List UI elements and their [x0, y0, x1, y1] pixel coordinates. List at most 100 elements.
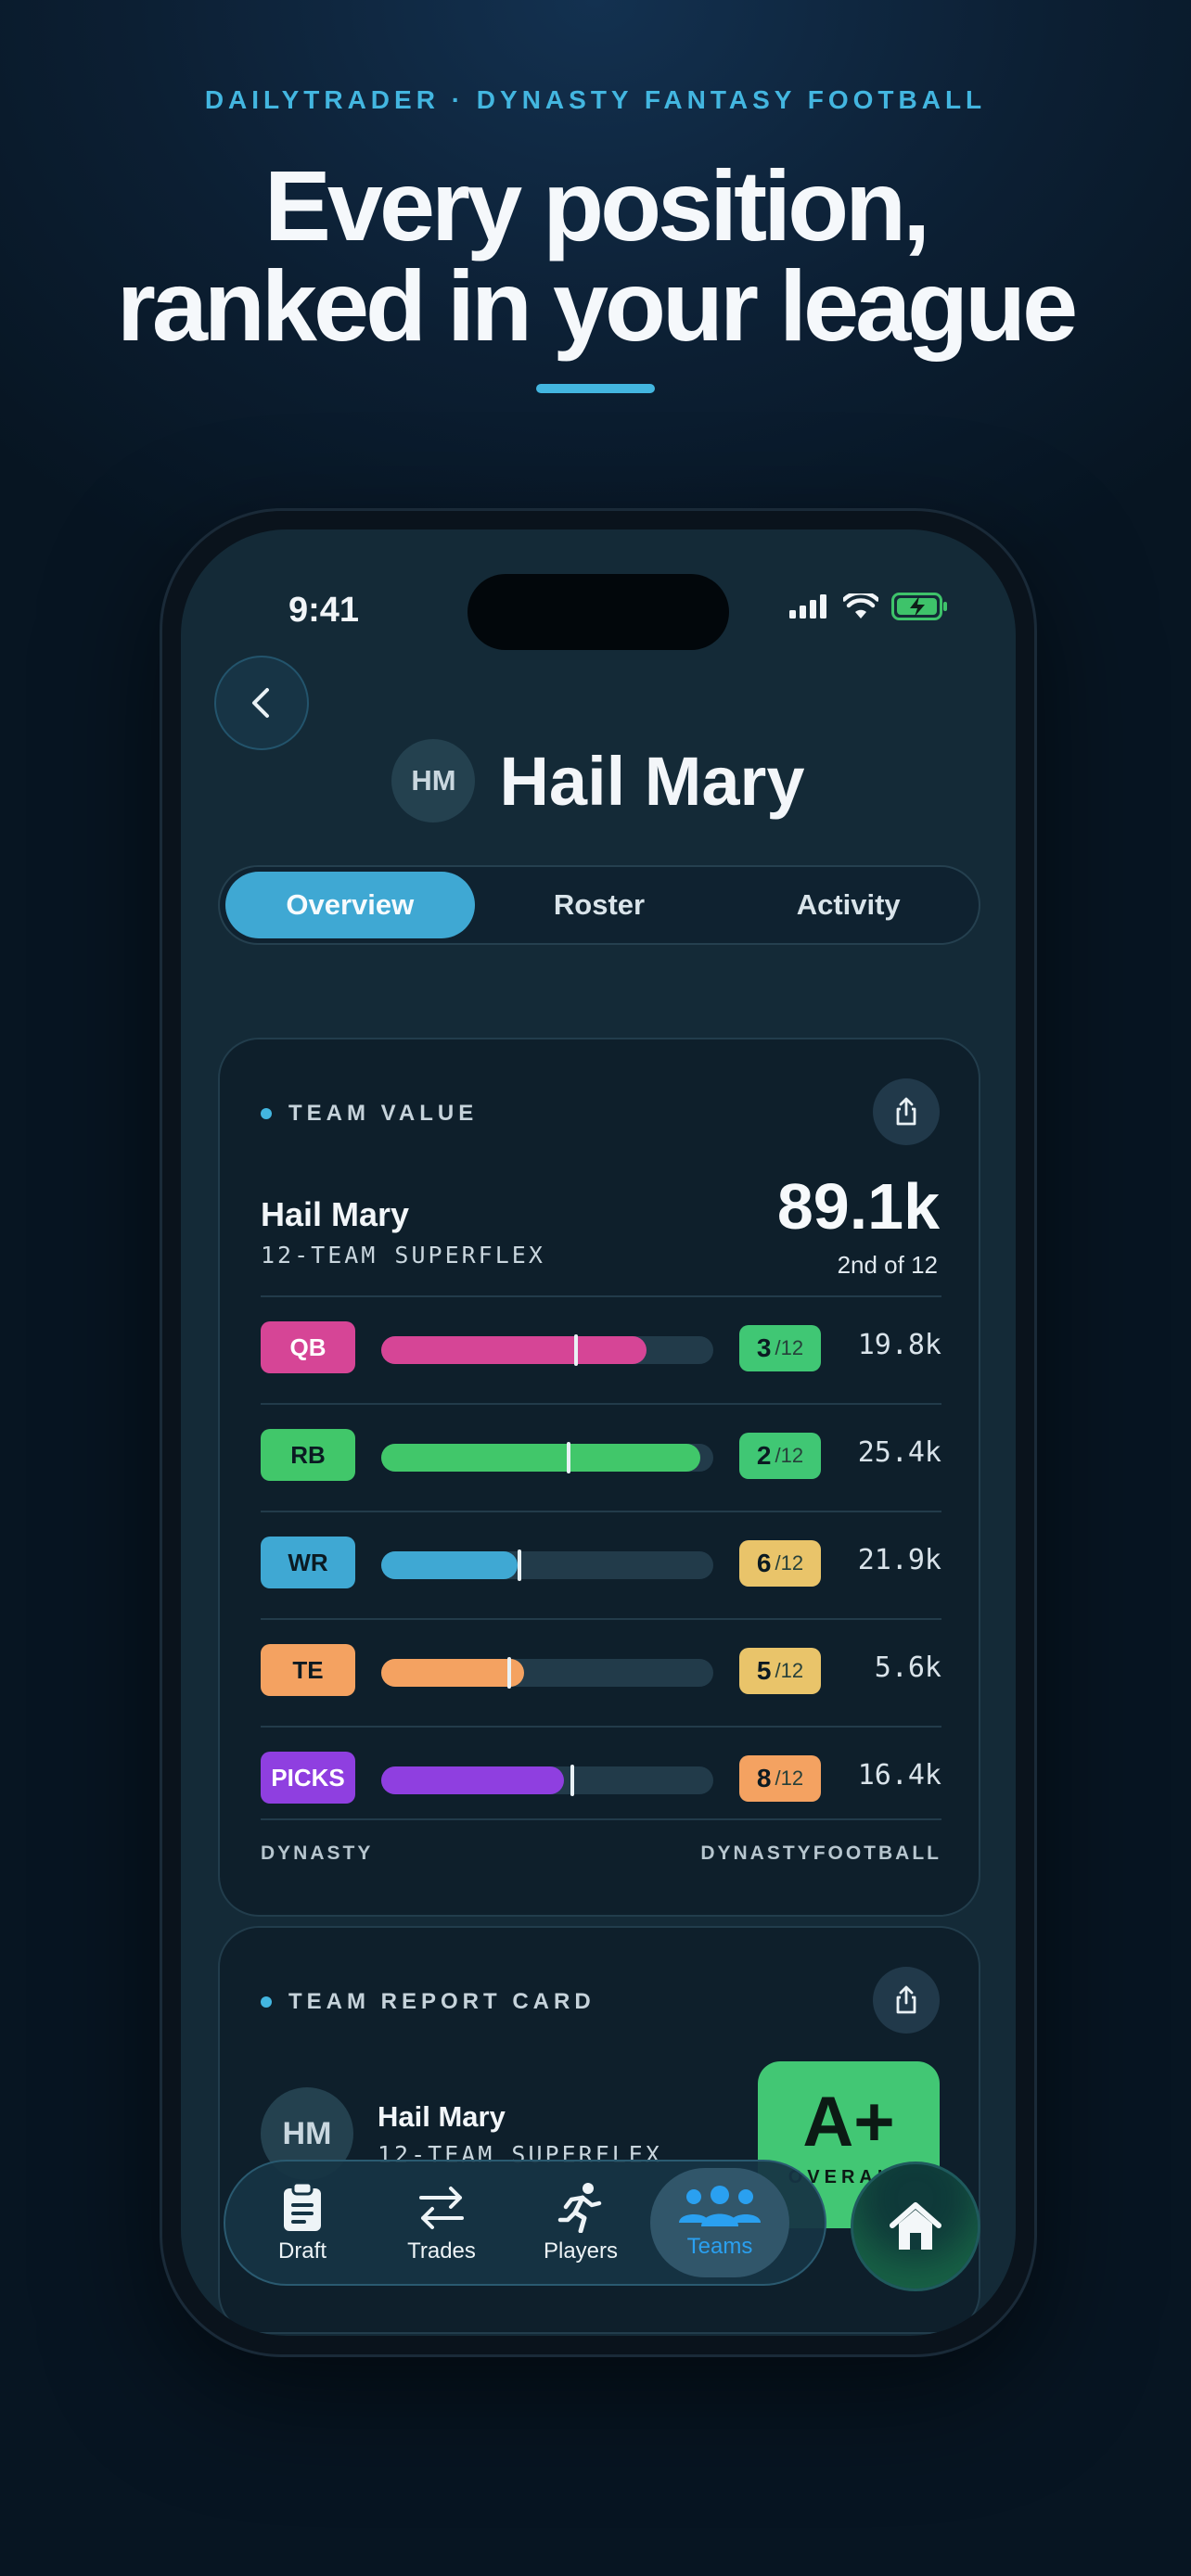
- tab-bar-players[interactable]: Players: [511, 2168, 650, 2277]
- team-value-team-name: Hail Mary: [261, 1195, 410, 1233]
- position-rank-of: /12: [775, 1551, 804, 1575]
- promo-headline: Every position, ranked in your league: [0, 156, 1191, 356]
- league-average-marker: [507, 1657, 511, 1689]
- people-group-icon: [679, 2186, 761, 2226]
- position-rank-of: /12: [775, 1336, 804, 1359]
- position-rank-badge: 5/12: [739, 1648, 821, 1694]
- position-rank-badge: 3/12: [739, 1325, 821, 1371]
- footer-divider: [261, 1818, 941, 1820]
- headline-underline: [536, 384, 655, 393]
- position-badge: PICKS: [261, 1752, 355, 1804]
- swap-arrows-icon: [419, 2187, 464, 2229]
- team-value-card: TEAM VALUE Hail Mary 12-TEAM SUPERFLEX 8…: [218, 1038, 980, 1917]
- dynamic-island: [467, 574, 729, 650]
- team-report-card: TEAM REPORT CARD HM Hail Mary 12-TEAM SU…: [218, 1926, 980, 2334]
- position-rank-of: /12: [775, 1659, 804, 1682]
- team-title: Hail Mary: [499, 742, 805, 820]
- tab-overview[interactable]: Overview: [225, 872, 475, 938]
- position-row-wr: WR 6/12 21.9k: [261, 1511, 941, 1618]
- share-icon: [896, 1097, 916, 1126]
- league-average-marker: [570, 1765, 574, 1796]
- home-icon: [890, 2202, 941, 2250]
- league-average-marker: [518, 1549, 521, 1581]
- segmented-tabs: Overview Roster Activity: [218, 865, 980, 945]
- wifi-icon: [843, 593, 878, 618]
- position-value: 25.4k: [857, 1436, 941, 1469]
- tab-bar-players-label: Players: [543, 2238, 619, 2264]
- position-rows: QB 3/12 19.8k RB 2/12 25.4k WR 6/12 21.9k TE 5/12 5…: [261, 1295, 941, 1833]
- value-bar-fill: [381, 1444, 700, 1472]
- headline-line-2: ranked in your league: [116, 249, 1078, 362]
- position-badge: QB: [261, 1321, 355, 1373]
- league-average-marker: [574, 1334, 578, 1366]
- position-rank: 6: [756, 1549, 772, 1577]
- position-value: 21.9k: [857, 1544, 941, 1576]
- headline-line-1: Every position,: [263, 149, 930, 261]
- position-badge: TE: [261, 1644, 355, 1696]
- value-bar-fill: [381, 1659, 524, 1687]
- share-icon: [896, 1985, 916, 2014]
- value-bar-fill: [381, 1336, 647, 1364]
- position-badge: RB: [261, 1429, 355, 1481]
- status-time: 9:41: [288, 591, 360, 630]
- phone-screen: 9:41: [181, 529, 1016, 2336]
- share-button[interactable]: [873, 1078, 940, 1145]
- position-rank: 3: [756, 1333, 772, 1362]
- promo-eyebrow: DAILYTRADER · DYNASTY FANTASY FOOTBALL: [204, 85, 987, 114]
- tab-bar-trades-label: Trades: [407, 2238, 476, 2264]
- tab-bar-trades[interactable]: Trades: [372, 2168, 511, 2277]
- bottom-tab-bar: Draft Trades Players: [224, 2160, 826, 2286]
- position-value: 5.6k: [874, 1651, 941, 1684]
- running-player-icon: [557, 2183, 602, 2233]
- share-button[interactable]: [873, 1967, 940, 2034]
- position-row-te: TE 5/12 5.6k: [261, 1618, 941, 1726]
- position-badge: WR: [261, 1537, 355, 1588]
- team-value-rank: 2nd of 12: [837, 1251, 938, 1279]
- value-bar-track: [381, 1657, 713, 1689]
- footer-right: DYNASTYFOOTBALL: [700, 1843, 941, 1864]
- position-rank-of: /12: [775, 1766, 804, 1790]
- league-average-marker: [567, 1442, 570, 1473]
- report-card-label-text: TEAM REPORT CARD: [288, 1989, 596, 2014]
- back-button[interactable]: [214, 656, 309, 750]
- overall-grade: A+: [802, 2083, 895, 2162]
- report-card-label: TEAM REPORT CARD: [261, 1989, 596, 2015]
- tab-bar-draft-label: Draft: [277, 2238, 327, 2264]
- phone-frame: 9:41: [160, 508, 1037, 2357]
- tab-activity[interactable]: Activity: [796, 888, 901, 921]
- tab-bar-teams[interactable]: Teams: [650, 2168, 789, 2277]
- home-button[interactable]: [851, 2162, 980, 2291]
- position-rank-badge: 8/12: [739, 1755, 821, 1802]
- value-bar-track: [381, 1765, 713, 1796]
- section-dot: [261, 1996, 272, 2008]
- value-bar-fill: [381, 1551, 518, 1579]
- position-row-picks: PICKS 8/12 16.4k: [261, 1726, 941, 1833]
- position-row-qb: QB 3/12 19.8k: [261, 1295, 941, 1403]
- section-dot: [261, 1108, 272, 1119]
- position-value: 19.8k: [857, 1329, 941, 1361]
- position-row-rb: RB 2/12 25.4k: [261, 1403, 941, 1511]
- clipboard-icon: [284, 2181, 321, 2231]
- position-rank: 2: [756, 1441, 772, 1470]
- cellular-signal-icon: [789, 594, 826, 618]
- value-bar-track: [381, 1549, 713, 1581]
- team-value-label: TEAM VALUE: [261, 1101, 478, 1127]
- footer-left: DYNASTY: [261, 1843, 374, 1864]
- report-card-team-name: Hail Mary: [378, 2100, 506, 2133]
- team-value-label-text: TEAM VALUE: [288, 1101, 479, 1126]
- value-bar-track: [381, 1334, 713, 1366]
- tab-roster[interactable]: Roster: [553, 888, 646, 921]
- card-footer: DYNASTY DYNASTYFOOTBALL: [261, 1843, 941, 1865]
- position-rank-badge: 2/12: [739, 1433, 821, 1479]
- team-value-total: 89.1k: [776, 1170, 940, 1243]
- status-icons: [789, 593, 949, 620]
- position-rank-of: /12: [775, 1444, 804, 1467]
- tab-bar-draft[interactable]: Draft: [233, 2168, 372, 2277]
- chevron-left-icon: [252, 688, 269, 718]
- position-rank-badge: 6/12: [739, 1540, 821, 1587]
- position-value: 16.4k: [857, 1759, 941, 1792]
- value-bar-fill: [381, 1766, 564, 1794]
- team-value-league: 12-TEAM SUPERFLEX: [261, 1242, 545, 1269]
- team-header: HM Hail Mary: [181, 739, 1016, 823]
- battery-charging-icon: [891, 593, 947, 620]
